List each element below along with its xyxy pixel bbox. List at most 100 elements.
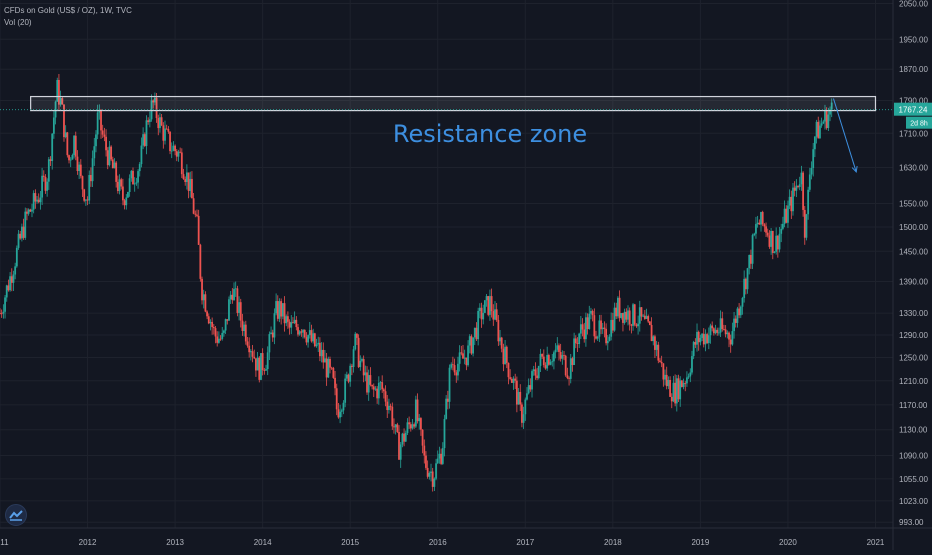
candle-body (633, 304, 636, 325)
candle-body (52, 117, 55, 134)
candle-body (84, 199, 87, 201)
candle-body (773, 251, 776, 253)
candle-body (58, 79, 60, 105)
candle-body (47, 159, 50, 182)
volume-legend[interactable]: Vol (20) (4, 18, 32, 27)
candle-body (549, 361, 552, 365)
candle-body (630, 324, 633, 326)
tradingview-logo-icon[interactable] (5, 504, 27, 526)
candle-body (458, 352, 461, 364)
candle-body (798, 184, 801, 187)
x-tick-label: 2013 (166, 538, 184, 547)
candle-body (450, 364, 453, 368)
candle-body (691, 356, 693, 373)
candle-body (369, 375, 372, 385)
candle-body (135, 182, 138, 184)
candle-body (386, 401, 389, 411)
y-tick-label: 993.00 (899, 518, 924, 527)
candle-body (297, 327, 299, 335)
candle-body (36, 199, 38, 202)
candle-body (462, 353, 464, 359)
candle-body (780, 228, 783, 234)
candle-body (421, 429, 424, 446)
candle-body (153, 97, 156, 103)
candle-body (142, 134, 145, 146)
candle-body (455, 372, 458, 376)
candle-body (497, 319, 500, 342)
candle-body (819, 125, 821, 139)
candle-body (320, 349, 323, 357)
candle-body (509, 377, 512, 379)
candle-body (482, 312, 485, 320)
candle-body (578, 333, 581, 345)
candle-body (162, 125, 165, 141)
candle-body (221, 332, 224, 339)
candle-body (157, 118, 160, 129)
candle-body (366, 372, 368, 393)
candle-body (49, 159, 52, 162)
candle-body (616, 297, 619, 317)
candle-body (364, 372, 367, 376)
candle-body (662, 363, 665, 380)
candle-body (201, 278, 203, 301)
candle-body (430, 471, 432, 474)
candle-body (625, 311, 628, 320)
candle-body (349, 365, 352, 382)
candle-body (256, 357, 259, 371)
candle-body (465, 357, 468, 366)
candle-body (426, 467, 429, 477)
candle-body (71, 154, 74, 160)
y-tick-label: 1550.00 (899, 200, 928, 209)
candle-body (608, 336, 611, 341)
candle-body (393, 426, 395, 428)
candle-body (29, 209, 32, 212)
candle-body (568, 378, 570, 379)
candle-body (298, 331, 301, 335)
candle-body (686, 377, 688, 384)
candle-body (620, 313, 623, 318)
candle-body (492, 311, 495, 320)
candle-body (507, 362, 510, 378)
candle-body (558, 345, 560, 352)
candle-body (241, 320, 244, 331)
candle-body (399, 444, 402, 460)
candle-body (76, 156, 79, 171)
candle-body (680, 380, 683, 387)
candle-body (209, 321, 212, 324)
candle-body (463, 357, 466, 359)
candle-body (389, 405, 392, 407)
candle-body (350, 365, 353, 367)
candle-body (0, 313, 1, 314)
candle-body (502, 348, 505, 365)
candle-body (416, 399, 419, 422)
candle-body (665, 374, 668, 387)
candle-body (39, 197, 42, 203)
candle-body (514, 378, 517, 381)
candle-body (569, 358, 572, 379)
candle-body (4, 297, 6, 312)
candle-body (352, 349, 355, 367)
candle-body (505, 346, 508, 363)
candle-body (182, 174, 185, 180)
candle-body (689, 372, 692, 377)
y-tick-label: 1450.00 (899, 247, 928, 256)
candle-body (770, 230, 773, 247)
candle-body (265, 369, 267, 371)
x-tick-label: 2015 (341, 538, 359, 547)
candle-body (561, 355, 564, 359)
candle-body (423, 445, 426, 456)
candle-body (420, 418, 422, 430)
candle-body (763, 224, 766, 227)
candle-body (5, 285, 8, 298)
candle-body (457, 363, 459, 376)
candle-body (524, 399, 527, 415)
candle-body (79, 164, 82, 177)
candle-body (760, 212, 762, 225)
candle-body (706, 334, 709, 344)
candle-body (0, 313, 3, 315)
symbol-legend[interactable]: CFDs on Gold (US$ / OZ), 1W, TVC (4, 6, 132, 15)
candle-body (401, 433, 404, 445)
candle-body (278, 301, 281, 319)
